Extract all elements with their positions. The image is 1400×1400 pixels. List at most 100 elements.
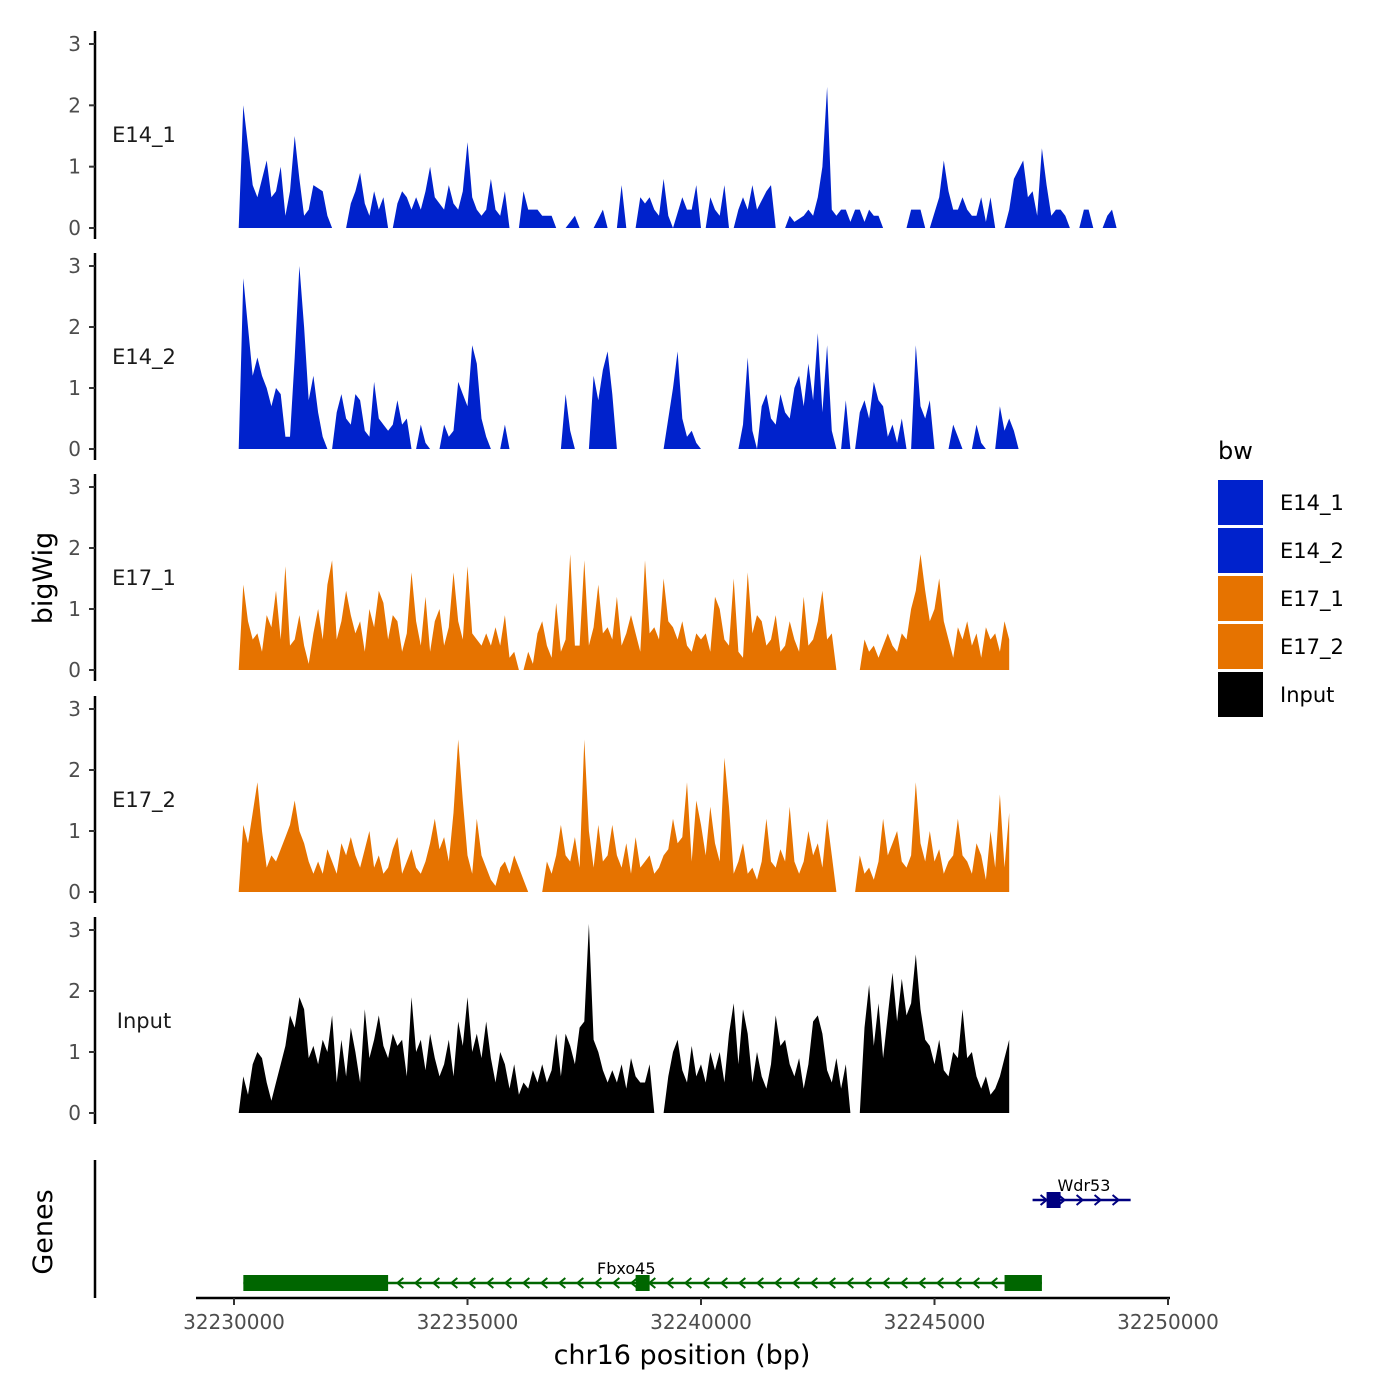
legend-swatch-E17_2 bbox=[1218, 624, 1263, 669]
y-tick-label: 0 bbox=[68, 1101, 81, 1125]
strand-arrow bbox=[827, 1277, 836, 1289]
strand-arrow bbox=[971, 1277, 980, 1289]
strand-arrow bbox=[611, 1277, 620, 1289]
x-tick-label: 32250000 bbox=[1117, 1310, 1219, 1334]
y-tick-label: 3 bbox=[68, 254, 81, 278]
tracks-layer: 0 1 2 3 E14_1 0 1 2 3 E14_2 0 1 2 3 E17_1 0 1 2 3 E17_2 0 1 2 3… bbox=[68, 31, 1117, 1125]
y-tick-label: 1 bbox=[68, 155, 81, 179]
track-label: E17_2 bbox=[112, 788, 176, 813]
y-tick-label: 2 bbox=[68, 93, 81, 117]
strand-arrow bbox=[521, 1277, 530, 1289]
y-tick-label: 2 bbox=[68, 536, 81, 560]
strand-arrow bbox=[737, 1277, 746, 1289]
y-tick-label: 1 bbox=[68, 819, 81, 843]
genes-layer: Fbxo45 Wdr53 bbox=[93, 1160, 1131, 1298]
y-tick-label: 1 bbox=[68, 1040, 81, 1064]
y-tick-label: 1 bbox=[68, 597, 81, 621]
track-E14_1: 0 1 2 3 E14_1 bbox=[68, 31, 1117, 240]
strand-arrow bbox=[539, 1277, 548, 1289]
genes-axis-title: Genes bbox=[28, 1189, 59, 1274]
track-Input: 0 1 2 3 Input bbox=[68, 917, 1010, 1125]
strand-arrow bbox=[899, 1277, 908, 1289]
y-tick-label: 3 bbox=[68, 32, 81, 56]
legend-label-Input: Input bbox=[1280, 683, 1334, 707]
strand-arrow bbox=[575, 1277, 584, 1289]
strand-arrow bbox=[701, 1277, 710, 1289]
y-tick-label: 3 bbox=[68, 475, 81, 499]
strand-arrow bbox=[485, 1277, 494, 1289]
y-tick-label: 0 bbox=[68, 880, 81, 904]
strand-arrow bbox=[755, 1277, 764, 1289]
strand-arrow bbox=[1075, 1194, 1085, 1206]
strand-arrow bbox=[413, 1277, 422, 1289]
strand-arrow bbox=[665, 1277, 674, 1289]
x-tick-label: 32235000 bbox=[417, 1310, 519, 1334]
track-E14_2: 0 1 2 3 E14_2 bbox=[68, 253, 1019, 461]
strand-arrow bbox=[629, 1277, 638, 1289]
strand-arrow bbox=[1093, 1194, 1103, 1206]
exon bbox=[243, 1275, 389, 1291]
track-label: E17_1 bbox=[112, 566, 176, 591]
coverage-area-Input bbox=[238, 923, 1010, 1113]
x-tick-label: 32240000 bbox=[650, 1310, 752, 1334]
x-tick-label: 32230000 bbox=[183, 1310, 285, 1334]
gene-Fbxo45: Fbxo45 bbox=[243, 1259, 1042, 1291]
strand-arrow bbox=[449, 1277, 458, 1289]
legend-label-E17_1: E17_1 bbox=[1280, 587, 1344, 612]
strand-arrow bbox=[503, 1277, 512, 1289]
legend-label-E17_2: E17_2 bbox=[1280, 635, 1344, 660]
x-axis-title: chr16 position (bp) bbox=[554, 1340, 811, 1371]
legend-label-E14_1: E14_1 bbox=[1280, 491, 1344, 516]
strand-arrow bbox=[1111, 1194, 1121, 1206]
x-axis: 32230000 32235000 32240000 32245000 32250000 bbox=[183, 1296, 1219, 1334]
y-tick-label: 1 bbox=[68, 376, 81, 400]
strand-arrow bbox=[845, 1277, 854, 1289]
exon bbox=[635, 1275, 650, 1291]
coverage-area-E17_2 bbox=[238, 739, 1010, 892]
coverage-area-E14_1 bbox=[238, 86, 1117, 229]
legend-swatch-E17_1 bbox=[1218, 576, 1263, 621]
y-tick-label: 2 bbox=[68, 979, 81, 1003]
y-tick-label: 2 bbox=[68, 315, 81, 339]
strand-arrow bbox=[917, 1277, 926, 1289]
track-E17_1: 0 1 2 3 E17_1 bbox=[68, 474, 1010, 682]
strand-arrow bbox=[431, 1277, 440, 1289]
legend-label-E14_2: E14_2 bbox=[1280, 539, 1344, 564]
gene-label: Wdr53 bbox=[1057, 1176, 1110, 1195]
strand-arrow bbox=[791, 1277, 800, 1289]
y-tick-label: 0 bbox=[68, 437, 81, 461]
legend: bw E14_1 E14_2 E17_1 E17_2 Input bbox=[1218, 437, 1344, 717]
strand-arrow bbox=[989, 1277, 998, 1289]
y-axis-title: bigWig bbox=[28, 532, 59, 625]
gene-label: Fbxo45 bbox=[597, 1259, 655, 1278]
legend-swatch-Input bbox=[1218, 672, 1263, 717]
x-tick-label: 32245000 bbox=[884, 1310, 986, 1334]
strand-arrow bbox=[719, 1277, 728, 1289]
strand-arrow bbox=[467, 1277, 476, 1289]
gene-Wdr53: Wdr53 bbox=[1032, 1176, 1131, 1208]
exon bbox=[1004, 1275, 1042, 1291]
y-tick-label: 2 bbox=[68, 758, 81, 782]
track-label: E14_2 bbox=[112, 345, 176, 370]
strand-arrow bbox=[557, 1277, 566, 1289]
y-tick-label: 0 bbox=[68, 658, 81, 682]
legend-swatch-E14_2 bbox=[1218, 528, 1263, 573]
coverage-area-E17_1 bbox=[238, 554, 1010, 670]
exon bbox=[1046, 1192, 1061, 1208]
strand-arrow bbox=[809, 1277, 818, 1289]
track-label: Input bbox=[117, 1009, 171, 1033]
strand-arrow bbox=[395, 1277, 404, 1289]
strand-arrow bbox=[773, 1277, 782, 1289]
strand-arrow bbox=[683, 1277, 692, 1289]
strand-arrow bbox=[863, 1277, 872, 1289]
coverage-area-E14_2 bbox=[238, 266, 1019, 449]
y-tick-label: 3 bbox=[68, 697, 81, 721]
strand-arrow bbox=[593, 1277, 602, 1289]
track-label: E14_1 bbox=[112, 123, 176, 148]
legend-swatch-E14_1 bbox=[1218, 480, 1263, 525]
strand-arrow bbox=[935, 1277, 944, 1289]
y-tick-label: 3 bbox=[68, 918, 81, 942]
strand-arrow bbox=[1039, 1194, 1049, 1206]
strand-arrow bbox=[953, 1277, 962, 1289]
